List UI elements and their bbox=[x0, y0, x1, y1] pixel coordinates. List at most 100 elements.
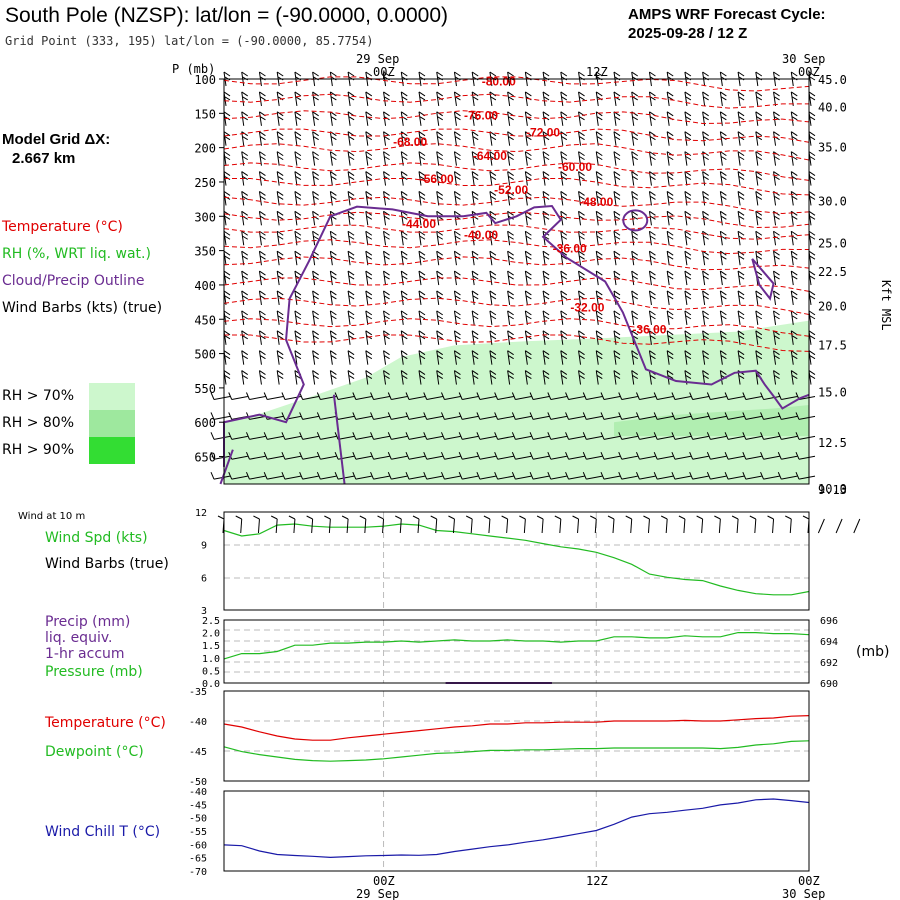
temperature-contour-label: -80.00 bbox=[482, 75, 516, 89]
surface-wind-barb bbox=[270, 515, 278, 534]
wind-barb bbox=[228, 471, 248, 480]
surface-wind-barb bbox=[625, 515, 633, 534]
wind-barb bbox=[542, 250, 550, 266]
surface-wind-barb bbox=[853, 518, 861, 534]
temperature-contour bbox=[223, 143, 810, 161]
wind-barb bbox=[795, 412, 816, 420]
wind-barb bbox=[600, 392, 621, 400]
wind-barb bbox=[790, 270, 798, 286]
temperature-contour bbox=[223, 277, 810, 292]
wind-barb bbox=[241, 370, 249, 385]
surface-wind-barb bbox=[817, 518, 825, 534]
wind-barb bbox=[648, 111, 656, 126]
wind-panel: Wind at 10 m Wind Spd (kts) Wind Barbs (… bbox=[18, 508, 861, 617]
wind-barb bbox=[494, 412, 514, 420]
surface-wind-barb bbox=[802, 515, 810, 534]
wind-barb bbox=[618, 412, 638, 420]
wind-barb bbox=[560, 270, 568, 286]
cloud-outline-left bbox=[219, 449, 234, 485]
wind-barb bbox=[329, 171, 337, 186]
wind-barb bbox=[790, 191, 798, 206]
wind-barb bbox=[365, 151, 373, 166]
wind-barb bbox=[258, 310, 266, 325]
wind-barb bbox=[666, 210, 674, 226]
wind-barb bbox=[719, 91, 727, 106]
wind-barb bbox=[653, 471, 674, 480]
pressure-tick-label: 300 bbox=[194, 210, 216, 224]
wind-barb bbox=[489, 151, 497, 166]
wind-barb bbox=[316, 471, 337, 480]
surface-wind-barb bbox=[235, 515, 243, 534]
wind-barb bbox=[648, 290, 656, 306]
legend-temperature: Temperature (°C) bbox=[1, 219, 123, 235]
wind-barb bbox=[666, 270, 674, 286]
wind-barb bbox=[471, 330, 479, 345]
wind-barb bbox=[383, 350, 390, 365]
wind-barb bbox=[329, 111, 337, 126]
wind-barb bbox=[631, 191, 639, 206]
wind-barb bbox=[436, 290, 444, 306]
wind-barb bbox=[578, 310, 585, 325]
wind-barb bbox=[223, 370, 231, 385]
wind-barb bbox=[476, 392, 497, 400]
temp-dew-panel: Temperature (°C) Dewpoint (°C) -35 -40 -45… bbox=[44, 687, 810, 788]
wind-barb bbox=[258, 191, 266, 206]
wind-barb bbox=[436, 111, 444, 126]
wind-barb bbox=[777, 471, 798, 480]
wind-barb bbox=[312, 350, 319, 365]
wind-barb bbox=[347, 290, 355, 306]
wind-barb bbox=[347, 111, 355, 126]
wind-barb bbox=[241, 91, 249, 106]
wind-barb bbox=[808, 111, 816, 126]
temperature-contour-label: -40.00 bbox=[464, 228, 498, 242]
wind-barb bbox=[790, 210, 798, 226]
wind-barb bbox=[542, 151, 550, 166]
rh70-region bbox=[224, 320, 809, 484]
rh90-swatch bbox=[89, 437, 135, 464]
wind-barb bbox=[702, 191, 709, 206]
wind-barb bbox=[440, 452, 461, 460]
wind-barb bbox=[760, 432, 780, 440]
surface-wind-barb bbox=[288, 515, 296, 534]
wind-barb bbox=[223, 330, 231, 345]
wind-barb bbox=[684, 270, 692, 286]
wind-barb bbox=[245, 452, 266, 460]
wind-barb bbox=[294, 191, 302, 206]
wind-barb bbox=[755, 210, 763, 226]
wind-barb bbox=[653, 412, 674, 420]
wind-barb bbox=[702, 290, 709, 306]
surface-wind-barb bbox=[359, 515, 367, 534]
wind-barb bbox=[773, 370, 780, 385]
wind-barb bbox=[524, 330, 532, 345]
wind-barb bbox=[228, 392, 248, 400]
wind-barb bbox=[613, 111, 621, 126]
wind-barb bbox=[294, 91, 302, 106]
temperature-contour bbox=[223, 256, 810, 271]
wind-barb bbox=[507, 330, 514, 345]
wind-barb bbox=[529, 432, 550, 440]
wind-barb bbox=[595, 151, 603, 166]
surface-wind-barb bbox=[731, 515, 739, 534]
surface-wind-barb bbox=[217, 515, 225, 534]
wind-barb bbox=[383, 310, 390, 325]
surface-wind-barb bbox=[714, 515, 721, 534]
wind-barb bbox=[631, 350, 639, 365]
wind-barb bbox=[365, 310, 373, 325]
wind-barb bbox=[595, 250, 603, 266]
wind-barb bbox=[316, 432, 337, 440]
wind-barb bbox=[276, 370, 284, 385]
wind-barb bbox=[471, 91, 479, 106]
surface-wind-barb bbox=[395, 515, 402, 534]
wind-barb bbox=[383, 230, 390, 246]
temperature-contour bbox=[223, 211, 810, 229]
wind-barb bbox=[418, 171, 426, 186]
wind-barb bbox=[347, 370, 355, 385]
wind-barb bbox=[755, 91, 763, 106]
wind-barb bbox=[471, 270, 479, 286]
wind-barb bbox=[618, 432, 638, 440]
wind-barb bbox=[724, 392, 745, 400]
wind-barb bbox=[524, 250, 532, 266]
wind-barb bbox=[565, 432, 585, 440]
surface-wind-barb bbox=[377, 515, 385, 534]
wind-barb bbox=[241, 310, 249, 325]
